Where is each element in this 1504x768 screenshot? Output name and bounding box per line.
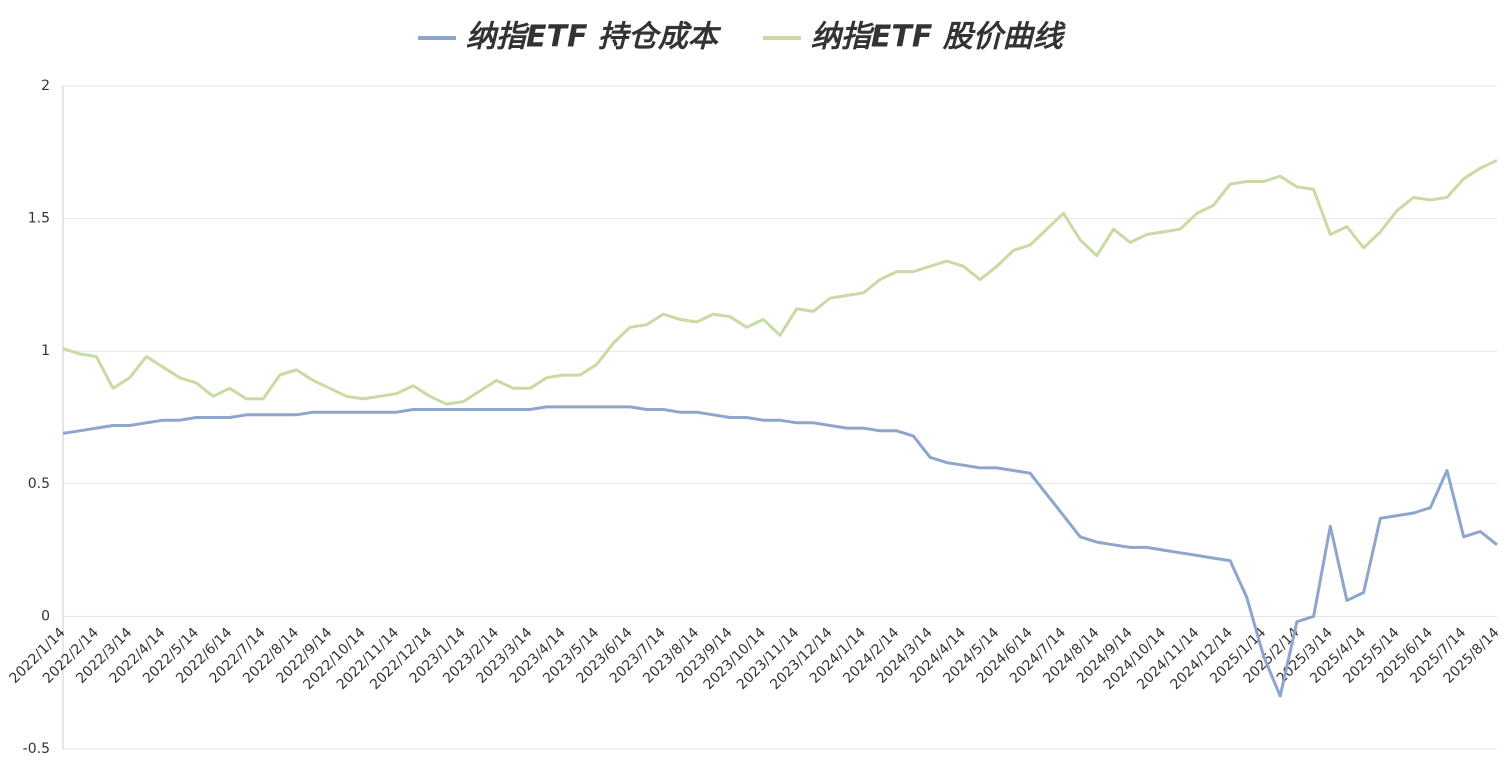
- series-line: [62, 158, 1498, 406]
- series-line: [62, 405, 1498, 698]
- y-tick-label: 1.5: [28, 211, 50, 227]
- y-tick-label: 0.5: [28, 476, 50, 492]
- y-tick-label: 0: [41, 608, 50, 624]
- legend-label: 纳指ETF 持仓成本: [466, 20, 722, 55]
- legend-label: 纳指ETF 股价曲线: [811, 20, 1067, 55]
- y-tick-label: -0.5: [23, 741, 50, 757]
- y-tick-label: 2: [41, 78, 50, 94]
- y-tick-label: 1: [41, 343, 50, 359]
